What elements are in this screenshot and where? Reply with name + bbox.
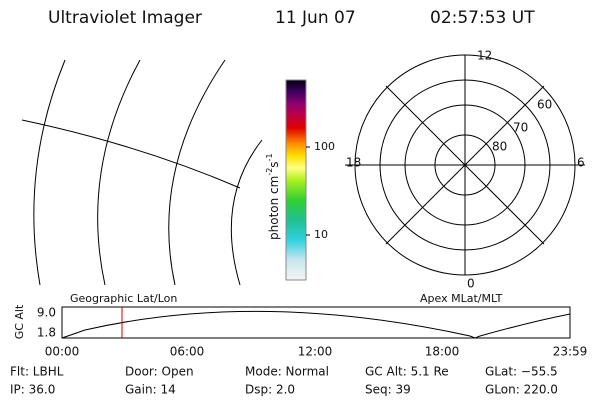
time-label: 23:59 bbox=[553, 345, 588, 359]
timeline-left-label: Geographic Lat/Lon bbox=[70, 292, 177, 305]
info-field: GLat: −55.5 bbox=[485, 365, 558, 379]
altitude-curve bbox=[61, 310, 571, 339]
info-field: Mode: Normal bbox=[245, 365, 329, 379]
unit-base: photon cm bbox=[267, 176, 281, 240]
info-field: IP: 36.0 bbox=[10, 383, 55, 397]
title: Ultraviolet Imager bbox=[48, 8, 202, 28]
date: 11 Jun 07 bbox=[275, 8, 356, 28]
unit-exp: -1 bbox=[265, 153, 274, 161]
lat-label: 70 bbox=[513, 121, 528, 135]
map-grid bbox=[21, 59, 263, 286]
lat-label: 60 bbox=[537, 98, 552, 112]
hour-label: 18 bbox=[346, 156, 361, 170]
timeline-right-label: Apex MLat/MLT bbox=[420, 292, 503, 305]
timeline-y-label: 9.0 bbox=[37, 306, 56, 320]
info-field: Seq: 39 bbox=[365, 383, 411, 397]
polar-grid bbox=[345, 54, 585, 276]
unit-exp: -2 bbox=[265, 168, 274, 176]
time-label: 00:00 bbox=[45, 345, 80, 359]
colorbar-tick-label: 100 bbox=[314, 140, 335, 153]
hour-label: 6 bbox=[577, 156, 585, 170]
time-label: 18:00 bbox=[425, 345, 460, 359]
lat-label: 80 bbox=[492, 140, 507, 154]
timeline-y-label: 1.8 bbox=[37, 326, 56, 340]
time-label: 06:00 bbox=[170, 345, 205, 359]
timeline-axis-label: GC Alt bbox=[13, 304, 26, 339]
info-field: Door: Open bbox=[125, 365, 194, 379]
hour-label: 0 bbox=[467, 277, 475, 291]
info-field: Flt: LBHL bbox=[10, 365, 64, 379]
info-field: GC Alt: 5.1 Re bbox=[365, 365, 449, 379]
colorbar bbox=[285, 79, 307, 281]
info-field: Gain: 14 bbox=[125, 383, 176, 397]
timeline-frame bbox=[61, 306, 571, 339]
info-field: GLon: 220.0 bbox=[485, 383, 558, 397]
hour-label: 12 bbox=[477, 49, 492, 63]
info-field: Dsp: 2.0 bbox=[245, 383, 295, 397]
colorbar-tick-label: 10 bbox=[314, 228, 328, 241]
info-panel: Flt: LBHL Door: Open Mode: Normal GC Alt: 5… bbox=[10, 365, 558, 397]
colorbar-unit: photon cm-2s-1 bbox=[265, 153, 281, 240]
unit-base: s bbox=[267, 161, 281, 167]
time-label: 12:00 bbox=[298, 345, 333, 359]
time: 02:57:53 UT bbox=[430, 8, 535, 28]
